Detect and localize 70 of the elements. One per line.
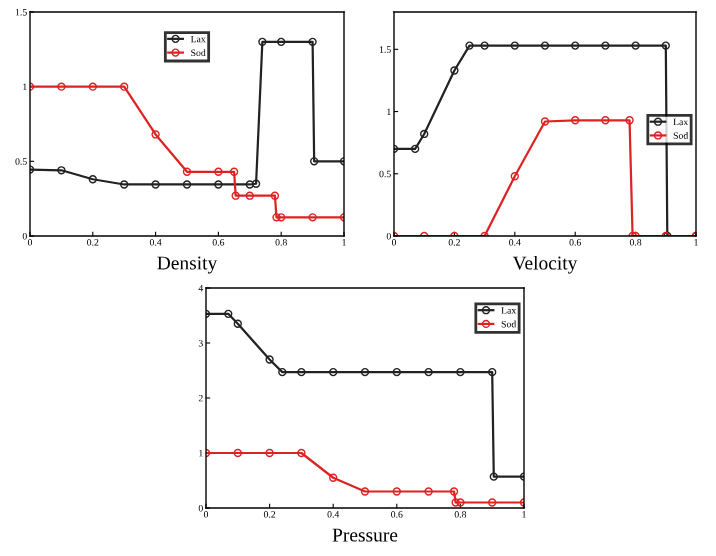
point (540, 117, 550, 126)
point (601, 41, 610, 50)
point (272, 213, 281, 222)
point (57, 166, 66, 175)
point (449, 487, 459, 496)
point (450, 66, 459, 75)
point (297, 448, 306, 458)
point (360, 487, 370, 496)
point (277, 37, 286, 47)
point (308, 213, 317, 222)
point (265, 448, 274, 458)
point (410, 144, 420, 154)
point (182, 180, 192, 189)
point (480, 41, 489, 50)
point (224, 309, 233, 319)
point (601, 116, 610, 125)
point (360, 367, 370, 377)
point (88, 82, 97, 91)
point (120, 180, 129, 189)
point (251, 179, 261, 188)
point (631, 41, 640, 50)
point (625, 116, 634, 125)
point (214, 180, 223, 189)
point (151, 180, 160, 189)
point (510, 41, 519, 50)
point (245, 180, 254, 189)
point (120, 82, 129, 91)
point (510, 172, 519, 181)
point (392, 367, 401, 377)
point (451, 498, 460, 507)
point (456, 367, 465, 377)
x-axis-title: Density (157, 256, 218, 274)
point (465, 41, 474, 50)
point (278, 367, 287, 377)
x-axis-title: Pressure (332, 528, 398, 542)
point (229, 167, 239, 176)
point (277, 213, 286, 222)
point (182, 167, 192, 176)
point (308, 37, 317, 47)
point (231, 191, 240, 200)
point (424, 487, 433, 496)
point (233, 319, 242, 328)
point (214, 167, 223, 176)
point (420, 129, 429, 139)
point (270, 191, 280, 200)
point (57, 82, 66, 91)
point (488, 498, 497, 507)
point (329, 367, 338, 377)
line-series (206, 309, 524, 481)
point (392, 487, 401, 496)
point (661, 41, 670, 50)
point (88, 175, 97, 184)
point (424, 367, 433, 377)
point (297, 367, 306, 377)
point (489, 472, 498, 481)
point (265, 355, 274, 364)
line-series (30, 37, 344, 189)
point (456, 498, 465, 507)
point (488, 367, 497, 377)
point (540, 41, 550, 50)
point (571, 41, 580, 50)
x-axis-title: Velocity (512, 255, 578, 274)
point (233, 448, 242, 458)
point (258, 37, 267, 47)
point (571, 116, 580, 125)
point (245, 191, 254, 200)
point (329, 473, 338, 482)
line-series (30, 82, 344, 222)
point (151, 130, 160, 139)
point (310, 157, 319, 166)
